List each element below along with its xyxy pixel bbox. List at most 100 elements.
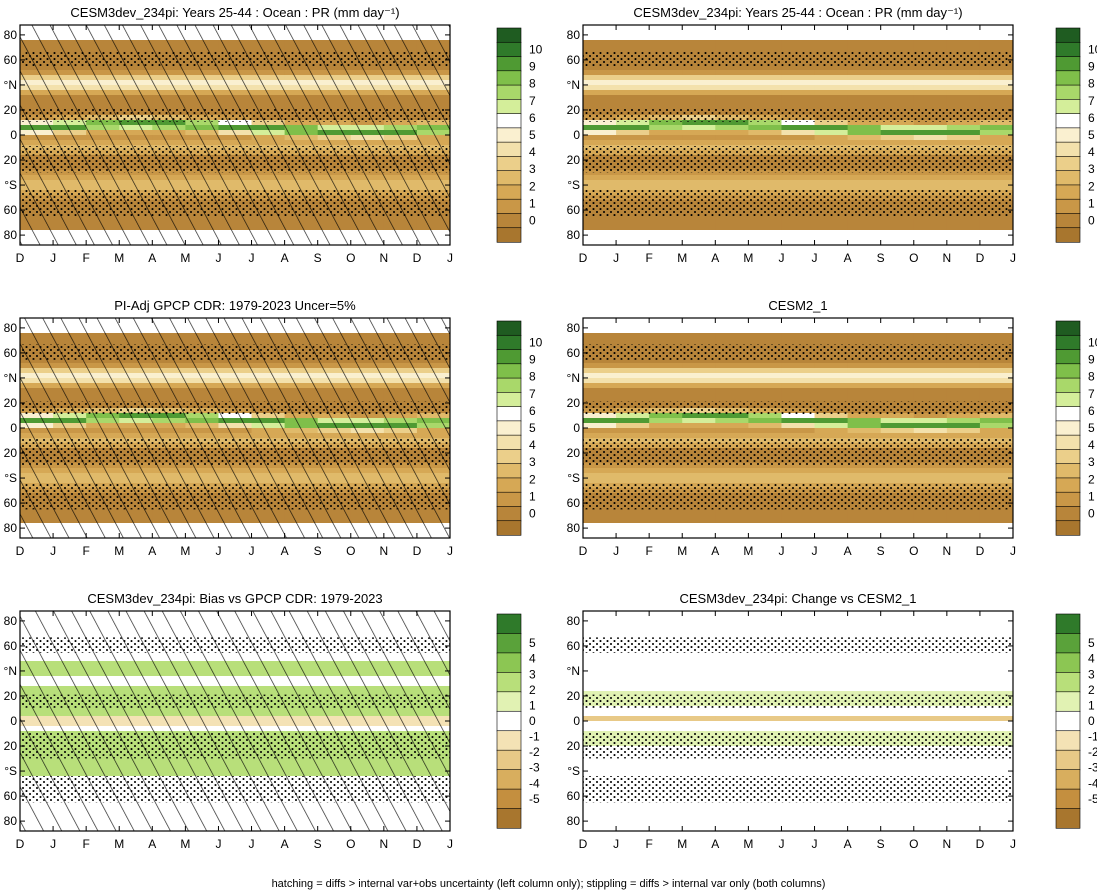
heatmap-cell xyxy=(715,100,749,106)
colorbar-tick-label: 5 xyxy=(1088,636,1095,650)
heatmap-cell xyxy=(814,656,849,662)
stippling-overlay xyxy=(583,190,1013,217)
heatmap-cell xyxy=(946,423,981,429)
heatmap-cell xyxy=(682,175,716,181)
heatmap-cell xyxy=(583,626,617,632)
heatmap-cell xyxy=(946,661,981,667)
heatmap-cell xyxy=(880,95,915,101)
heatmap-cell xyxy=(616,388,650,394)
heatmap-cell xyxy=(616,826,650,831)
heatmap-cell xyxy=(979,318,1013,324)
colorbar-swatch xyxy=(1055,334,1081,351)
heatmap-cell xyxy=(715,368,749,374)
x-tick-label: M xyxy=(180,544,190,558)
heatmap-cell xyxy=(682,621,716,627)
heatmap-cell xyxy=(913,338,948,344)
heatmap-cell xyxy=(682,393,716,399)
y-tick-label: °N xyxy=(567,78,580,92)
heatmap-cell xyxy=(781,90,816,96)
heatmap-cell xyxy=(814,681,849,687)
colorbar-swatch xyxy=(496,392,522,408)
heatmap-cell xyxy=(781,240,816,245)
colorbar-swatch xyxy=(1055,84,1081,100)
heatmap-cell xyxy=(715,235,749,241)
x-tick-label: J xyxy=(447,251,453,265)
colorbar-tick-label: 10 xyxy=(529,42,543,56)
heatmap-cell xyxy=(847,816,882,822)
heatmap-cell xyxy=(880,523,915,529)
colorbar-swatch xyxy=(1055,113,1081,129)
heatmap-cell xyxy=(715,651,749,657)
heatmap-cell xyxy=(583,513,617,519)
heatmap-cell xyxy=(814,45,849,51)
colorbar-tick-label: -4 xyxy=(1088,776,1097,790)
heatmap-cell xyxy=(781,766,816,772)
heatmap-cell xyxy=(616,631,650,637)
heatmap-cell xyxy=(781,80,816,86)
heatmap-cell xyxy=(847,666,882,672)
heatmap-cell xyxy=(649,388,683,394)
heatmap-cell xyxy=(814,671,849,677)
heatmap-cell xyxy=(946,686,981,692)
heatmap-cell xyxy=(583,125,617,131)
heatmap-cell xyxy=(715,676,749,682)
heatmap-cell xyxy=(847,398,882,404)
colorbar-tick-label: 6 xyxy=(529,111,536,125)
chart-title: CESM3dev_234pi: Years 25-44 : Ocean : PR… xyxy=(633,5,962,20)
heatmap-cell xyxy=(814,393,849,399)
heatmap-cell xyxy=(913,463,948,469)
heatmap-cell xyxy=(913,631,948,637)
heatmap-cell xyxy=(748,686,783,692)
heatmap-cell xyxy=(979,626,1013,632)
heatmap-cell xyxy=(649,433,683,439)
heatmap-cell xyxy=(649,721,683,727)
heatmap-cell xyxy=(748,826,783,831)
heatmap-cell xyxy=(616,433,650,439)
colorbar: 5 43 21 0 -1-2 -3-4 -5 xyxy=(496,613,540,829)
heatmap-cell xyxy=(913,230,948,236)
heatmap-cell xyxy=(748,85,783,91)
heatmap-cell xyxy=(913,185,948,191)
heatmap-cell xyxy=(682,378,716,384)
heatmap-cell xyxy=(583,413,617,419)
y-tick-label: 80 xyxy=(567,614,581,628)
heatmap-cell xyxy=(715,508,749,514)
heatmap-cell xyxy=(913,75,948,81)
heatmap-cell xyxy=(715,383,749,389)
heatmap-cell xyxy=(913,378,948,384)
x-tick-label: M xyxy=(677,544,687,558)
stippling-overlay xyxy=(583,637,1013,653)
heatmap-cell xyxy=(781,821,816,827)
heatmap-cell xyxy=(583,120,617,126)
heatmap-cell xyxy=(715,413,749,419)
heatmap-cell xyxy=(979,80,1013,86)
heatmap-cell xyxy=(616,105,650,111)
heatmap-cell xyxy=(616,691,650,697)
heatmap-cell xyxy=(616,180,650,186)
heatmap-cell xyxy=(583,80,617,86)
heatmap-cell xyxy=(913,65,948,71)
heatmap-cell xyxy=(781,328,816,334)
heatmap-cell xyxy=(583,706,617,712)
heatmap-cell xyxy=(847,468,882,474)
heatmap-cell xyxy=(715,170,749,176)
heatmap-cell xyxy=(847,806,882,812)
heatmap-cell xyxy=(946,468,981,474)
colorbar-tick-label: 2 xyxy=(529,683,536,697)
heatmap-cell xyxy=(847,721,882,727)
heatmap-cell xyxy=(715,363,749,369)
heatmap-cell xyxy=(616,45,650,51)
heatmap-cell xyxy=(946,323,981,329)
colorbar-swatch xyxy=(496,363,522,379)
heatmap-cell xyxy=(979,180,1013,186)
colorbar-swatch xyxy=(496,808,522,829)
colorbar-swatch xyxy=(1055,41,1081,58)
heatmap-cell xyxy=(880,70,915,76)
x-tick-label: J xyxy=(50,251,56,265)
heatmap-cell xyxy=(781,413,816,419)
heatmap-cell xyxy=(748,661,783,667)
heatmap-cell xyxy=(946,398,981,404)
heatmap-cell xyxy=(979,711,1013,717)
heatmap-cell xyxy=(946,428,981,434)
heatmap-cell xyxy=(616,721,650,727)
